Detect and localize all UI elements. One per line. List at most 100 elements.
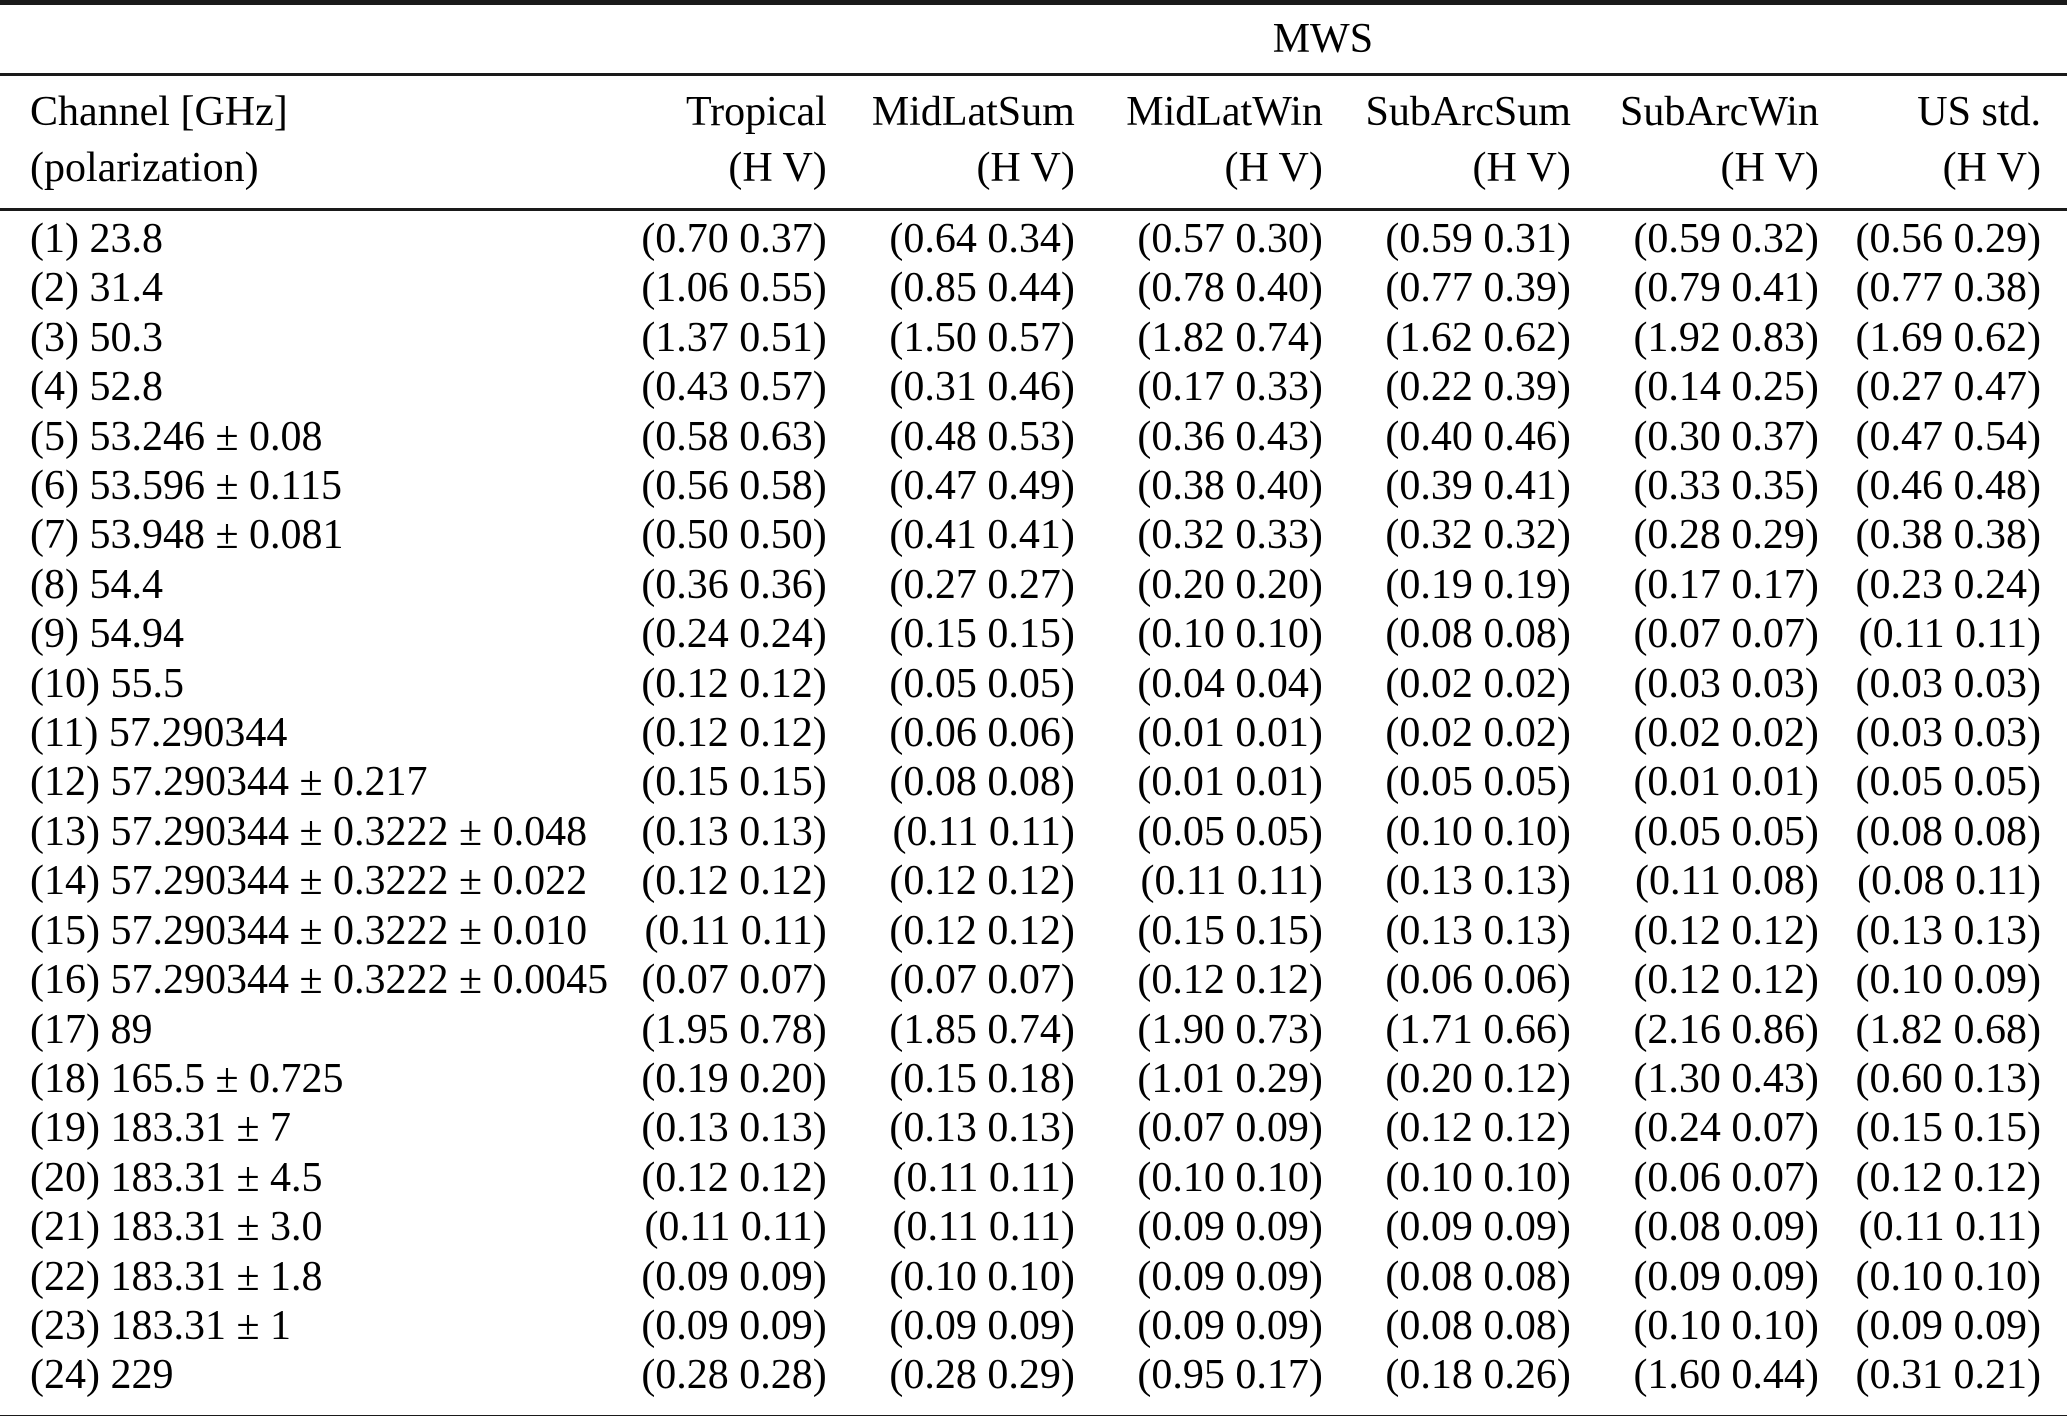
noise-value-cell: (0.08 0.08) xyxy=(1855,808,2041,855)
noise-value-cell: (0.12 0.12) xyxy=(1633,957,1819,1004)
table-row: (8) 54.4 (0.36 0.36) (0.27 0.27) (0.20 0.20… xyxy=(0,561,2067,610)
channel-cell: (15) 57.290344 ± 0.3222 ± 0.010 xyxy=(30,907,588,954)
noise-value-cell: (0.12 0.12) xyxy=(1633,907,1819,954)
noise-value-cell: (0.09 0.09) xyxy=(641,1302,827,1349)
noise-value-cell: (0.10 0.10) xyxy=(1385,1154,1571,1201)
noise-value-cell: (1.30 0.43) xyxy=(1633,1055,1819,1102)
channel-cell: (7) 53.948 ± 0.081 xyxy=(30,512,344,559)
noise-value-cell: (0.58 0.63) xyxy=(641,413,827,460)
noise-value-cell: (0.60 0.13) xyxy=(1855,1055,2041,1102)
noise-value-cell: (0.20 0.20) xyxy=(1137,561,1323,608)
noise-value-cell: (0.41 0.41) xyxy=(889,512,1075,559)
noise-value-cell: (0.02 0.02) xyxy=(1633,710,1819,757)
column-subheader: (H V) xyxy=(1472,145,1571,191)
atmosphere-column-header-2: MidLatSum (H V) xyxy=(826,74,1075,211)
noise-value-cell: (0.07 0.07) xyxy=(1633,611,1819,658)
noise-value-cell: (0.13 0.13) xyxy=(1385,907,1571,954)
noise-value-cell: (0.05 0.05) xyxy=(1633,808,1819,855)
channel-cell: (13) 57.290344 ± 0.3222 ± 0.048 xyxy=(30,808,588,855)
noise-value-cell: (0.79 0.41) xyxy=(1633,265,1819,312)
noise-value-cell: (0.38 0.40) xyxy=(1137,463,1323,510)
noise-value-cell: (0.20 0.12) xyxy=(1385,1055,1571,1102)
noise-value-cell: (0.24 0.24) xyxy=(641,611,827,658)
noise-value-cell: (0.15 0.15) xyxy=(1137,907,1323,954)
noise-value-cell: (0.01 0.01) xyxy=(1137,759,1323,806)
noise-value-cell: (0.47 0.49) xyxy=(889,463,1075,510)
channel-cell: (21) 183.31 ± 3.0 xyxy=(30,1204,323,1251)
noise-value-cell: (0.02 0.02) xyxy=(1385,710,1571,757)
noise-value-cell: (0.48 0.53) xyxy=(889,413,1075,460)
noise-value-cell: (0.17 0.17) xyxy=(1633,561,1819,608)
table-body: (1) 23.8 (0.70 0.37) (0.64 0.34) (0.57 0.30… xyxy=(0,210,2067,1416)
noise-value-cell: (1.69 0.62) xyxy=(1855,314,2041,361)
noise-value-cell: (0.64 0.34) xyxy=(889,216,1075,262)
column-subheader: (H V) xyxy=(976,145,1075,191)
noise-value-cell: (0.09 0.09) xyxy=(1385,1204,1571,1251)
noise-value-cell: (0.43 0.57) xyxy=(641,364,827,411)
noise-value-cell: (0.36 0.43) xyxy=(1137,413,1323,460)
table-row: (1) 23.8 (0.70 0.37) (0.64 0.34) (0.57 0.30… xyxy=(0,210,2067,265)
noise-value-cell: (1.06 0.55) xyxy=(641,265,827,312)
noise-value-cell: (0.17 0.33) xyxy=(1137,364,1323,411)
noise-value-cell: (0.12 0.12) xyxy=(1855,1154,2041,1201)
noise-value-cell: (1.62 0.62) xyxy=(1385,314,1571,361)
noise-value-cell: (0.15 0.15) xyxy=(641,759,827,806)
noise-value-cell: (0.11 0.11) xyxy=(1858,611,2041,658)
noise-value-cell: (0.57 0.30) xyxy=(1137,216,1323,262)
table-row: (2) 31.4 (1.06 0.55) (0.85 0.44) (0.78 0.40… xyxy=(0,264,2067,313)
noise-value-cell: (0.05 0.05) xyxy=(889,660,1075,707)
noise-value-cell: (0.09 0.09) xyxy=(1137,1204,1323,1251)
channel-cell: (22) 183.31 ± 1.8 xyxy=(30,1253,323,1300)
noise-value-cell: (0.08 0.08) xyxy=(1385,1253,1571,1300)
noise-value-cell: (0.36 0.36) xyxy=(641,561,827,608)
table-row: (10) 55.5 (0.12 0.12) (0.05 0.05) (0.04 0.0… xyxy=(0,660,2067,709)
channel-cell: (11) 57.290344 xyxy=(30,710,288,757)
noise-value-cell: (0.12 0.12) xyxy=(641,710,827,757)
noise-value-cell: (0.33 0.35) xyxy=(1633,463,1819,510)
table-row: (19) 183.31 ± 7 (0.13 0.13) (0.13 0.13) (0.… xyxy=(0,1104,2067,1153)
noise-value-cell: (0.22 0.39) xyxy=(1385,364,1571,411)
noise-value-cell: (0.31 0.46) xyxy=(889,364,1075,411)
channel-cell: (5) 53.246 ± 0.08 xyxy=(30,413,323,460)
noise-value-cell: (0.09 0.09) xyxy=(1137,1253,1323,1300)
noise-value-cell: (1.95 0.78) xyxy=(641,1006,827,1053)
table-row: (16) 57.290344 ± 0.3222 ± 0.0045 (0.07 0.… xyxy=(0,956,2067,1005)
noise-value-cell: (0.12 0.12) xyxy=(641,1154,827,1201)
noise-value-cell: (1.71 0.66) xyxy=(1385,1006,1571,1053)
noise-value-cell: (0.06 0.07) xyxy=(1633,1154,1819,1201)
noise-value-cell: (0.59 0.31) xyxy=(1385,216,1571,262)
column-subheader: (H V) xyxy=(1720,145,1819,191)
noise-value-cell: (0.24 0.07) xyxy=(1633,1105,1819,1152)
table-row: (5) 53.246 ± 0.08 (0.58 0.63) (0.48 0.53) (… xyxy=(0,413,2067,462)
noise-value-cell: (0.13 0.13) xyxy=(1855,907,2041,954)
channel-cell: (17) 89 xyxy=(30,1006,153,1053)
noise-value-cell: (0.31 0.21) xyxy=(1855,1352,2041,1399)
noise-value-cell: (0.15 0.15) xyxy=(1855,1105,2041,1152)
table-row: (24) 229 (0.28 0.28) (0.28 0.29) (0.95 0.17… xyxy=(0,1351,2067,1416)
noise-value-cell: (0.13 0.13) xyxy=(641,1105,827,1152)
atmosphere-column-header-4: SubArcSum (H V) xyxy=(1322,74,1571,211)
noise-value-cell: (0.03 0.03) xyxy=(1855,660,2041,707)
channel-cell: (19) 183.31 ± 7 xyxy=(30,1105,292,1152)
column-name: MidLatWin xyxy=(1126,89,1323,135)
noise-value-cell: (0.08 0.08) xyxy=(1385,1302,1571,1349)
noise-value-cell: (0.28 0.29) xyxy=(889,1352,1075,1399)
noise-value-cell: (0.11 0.11) xyxy=(892,1154,1075,1201)
table-row: (23) 183.31 ± 1 (0.09 0.09) (0.09 0.09) (0.… xyxy=(0,1302,2067,1351)
noise-value-cell: (1.37 0.51) xyxy=(641,314,827,361)
table-group-title: MWS xyxy=(578,2,2067,76)
noise-value-cell: (0.77 0.38) xyxy=(1855,265,2041,312)
table-row: (7) 53.948 ± 0.081 (0.50 0.50) (0.41 0.41)… xyxy=(0,511,2067,560)
noise-value-cell: (1.92 0.83) xyxy=(1633,314,1819,361)
noise-value-cell: (0.10 0.10) xyxy=(1137,611,1323,658)
noise-value-cell: (0.13 0.13) xyxy=(1385,858,1571,905)
noise-value-cell: (0.10 0.10) xyxy=(1137,1154,1323,1201)
noise-value-cell: (0.07 0.07) xyxy=(889,957,1075,1004)
table-row: (9) 54.94 (0.24 0.24) (0.15 0.15) (0.10 0.1… xyxy=(0,610,2067,659)
noise-value-cell: (0.11 0.08) xyxy=(1635,858,1819,905)
noise-value-cell: (0.05 0.05) xyxy=(1385,759,1571,806)
table-row: (21) 183.31 ± 3.0 (0.11 0.11) (0.11 0.11) (… xyxy=(0,1203,2067,1252)
noise-value-cell: (0.59 0.32) xyxy=(1633,216,1819,262)
